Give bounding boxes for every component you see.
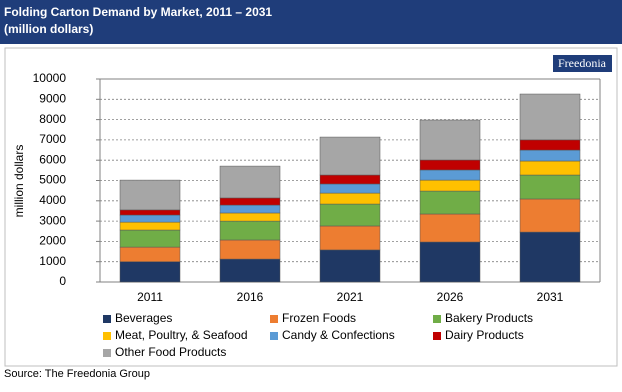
y-tick-label: 8000 — [39, 112, 66, 126]
x-tick-label: 2021 — [337, 290, 364, 304]
y-tick-label: 4000 — [39, 193, 66, 207]
bar-segment — [519, 149, 581, 162]
source: Source: The Freedonia Group — [4, 368, 150, 380]
bar-segment — [319, 183, 381, 194]
bar-segment — [419, 169, 481, 181]
bar-segment — [119, 246, 181, 262]
chart-subtitle: (million dollars) — [4, 22, 93, 36]
bar-segment — [119, 229, 181, 248]
y-axis-label: million dollars — [12, 145, 26, 218]
legend-swatch — [270, 332, 278, 340]
x-tick-label: 2031 — [537, 290, 564, 304]
bar-segment — [519, 160, 581, 176]
legend-label: Candy & Confections — [282, 328, 395, 342]
header-band — [0, 0, 622, 44]
x-tick-label: 2026 — [437, 290, 464, 304]
chart-frame — [4, 47, 618, 367]
bar-segment — [419, 119, 481, 161]
bar-segment — [419, 179, 481, 192]
legend-label: Bakery Products — [445, 311, 533, 325]
bar-segment — [519, 93, 581, 141]
legend-label: Meat, Poultry, & Seafood — [115, 328, 248, 342]
bar-segment — [219, 220, 281, 241]
bar-segment — [519, 174, 581, 200]
legend-swatch — [103, 332, 111, 340]
bar-segment — [119, 221, 181, 231]
y-tick-label: 6000 — [39, 152, 66, 166]
legend-swatch — [270, 315, 278, 323]
bar-segment — [119, 209, 181, 216]
legend-label: Frozen Foods — [282, 311, 356, 325]
legend-label: Other Food Products — [115, 345, 226, 359]
bar-segment — [119, 179, 181, 211]
bar-segment — [419, 241, 481, 283]
y-tick-label: 3000 — [39, 213, 66, 227]
bar-segment — [219, 197, 281, 206]
bar-segment — [319, 249, 381, 283]
bar-segment — [219, 239, 281, 260]
x-tick-label: 2016 — [237, 290, 264, 304]
legend-label: Beverages — [115, 311, 172, 325]
y-tick-label: 1000 — [39, 254, 66, 268]
bar-segment — [319, 225, 381, 251]
bar-segment — [319, 174, 381, 185]
x-tick-label: 2011 — [137, 290, 163, 304]
y-tick-label: 10000 — [33, 71, 67, 85]
legend-label: Dairy Products — [445, 328, 524, 342]
bar-segment — [519, 231, 581, 283]
y-tick-label: 7000 — [39, 132, 66, 146]
y-tick-label: 2000 — [39, 234, 66, 248]
bar-segment — [119, 214, 181, 223]
bar-segment — [219, 258, 281, 283]
logo: Freedonia — [558, 56, 607, 70]
bar-segment — [319, 203, 381, 227]
legend-swatch — [433, 332, 441, 340]
bar-segment — [319, 192, 381, 205]
bar-segment — [119, 261, 181, 283]
legend-swatch — [433, 315, 441, 323]
bar-segment — [219, 165, 281, 199]
bar-segment — [419, 190, 481, 215]
y-tick-label: 9000 — [39, 91, 66, 105]
bar-segment — [419, 159, 481, 171]
bar-segment — [219, 212, 281, 222]
y-tick-label: 5000 — [39, 173, 66, 187]
bar-segment — [519, 139, 581, 151]
bar-segment — [519, 198, 581, 233]
bar-segment — [319, 136, 381, 176]
legend-swatch — [103, 315, 111, 323]
chart-title: Folding Carton Demand by Market, 2011 – … — [4, 5, 272, 19]
bar-segment — [419, 213, 481, 243]
bar-segment — [219, 204, 281, 214]
y-tick-label: 0 — [59, 274, 66, 288]
logo-box — [553, 55, 612, 72]
legend-swatch — [103, 349, 111, 357]
